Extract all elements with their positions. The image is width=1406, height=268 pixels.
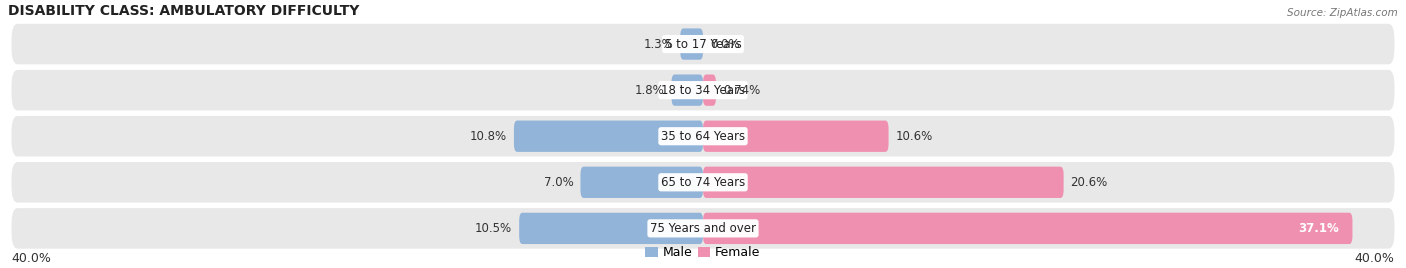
Text: Source: ZipAtlas.com: Source: ZipAtlas.com <box>1288 8 1398 18</box>
FancyBboxPatch shape <box>11 116 1395 157</box>
Text: 0.74%: 0.74% <box>723 84 761 97</box>
FancyBboxPatch shape <box>11 70 1395 110</box>
FancyBboxPatch shape <box>703 213 1353 244</box>
FancyBboxPatch shape <box>11 24 1395 64</box>
Text: 7.0%: 7.0% <box>544 176 574 189</box>
Text: 20.6%: 20.6% <box>1070 176 1108 189</box>
FancyBboxPatch shape <box>581 167 703 198</box>
FancyBboxPatch shape <box>703 75 716 106</box>
Text: 40.0%: 40.0% <box>11 252 52 265</box>
FancyBboxPatch shape <box>672 75 703 106</box>
Text: 37.1%: 37.1% <box>1298 222 1339 235</box>
FancyBboxPatch shape <box>703 121 889 152</box>
Text: 10.8%: 10.8% <box>470 130 508 143</box>
Text: 1.8%: 1.8% <box>634 84 665 97</box>
Text: 10.5%: 10.5% <box>475 222 512 235</box>
Text: 18 to 34 Years: 18 to 34 Years <box>661 84 745 97</box>
Text: 5 to 17 Years: 5 to 17 Years <box>665 38 741 51</box>
Legend: Male, Female: Male, Female <box>641 241 765 264</box>
Text: 10.6%: 10.6% <box>896 130 932 143</box>
FancyBboxPatch shape <box>515 121 703 152</box>
FancyBboxPatch shape <box>11 162 1395 203</box>
Text: 75 Years and over: 75 Years and over <box>650 222 756 235</box>
FancyBboxPatch shape <box>681 28 703 60</box>
FancyBboxPatch shape <box>519 213 703 244</box>
FancyBboxPatch shape <box>11 208 1395 249</box>
FancyBboxPatch shape <box>703 167 1063 198</box>
Text: 0.0%: 0.0% <box>710 38 740 51</box>
Text: 35 to 64 Years: 35 to 64 Years <box>661 130 745 143</box>
Text: DISABILITY CLASS: AMBULATORY DIFFICULTY: DISABILITY CLASS: AMBULATORY DIFFICULTY <box>8 4 360 18</box>
Text: 40.0%: 40.0% <box>1354 252 1395 265</box>
Text: 65 to 74 Years: 65 to 74 Years <box>661 176 745 189</box>
Text: 1.3%: 1.3% <box>644 38 673 51</box>
